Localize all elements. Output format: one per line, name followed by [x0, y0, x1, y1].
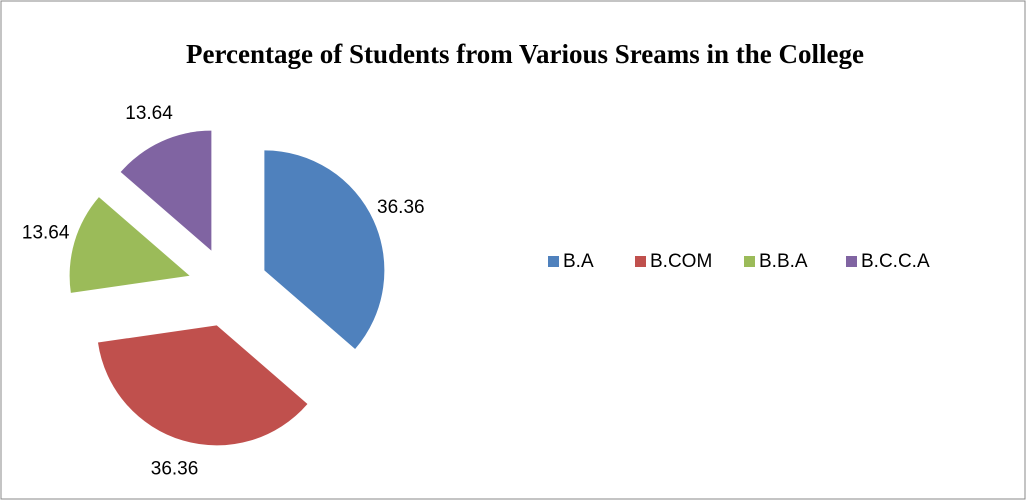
legend-label: B.C.C.A [861, 251, 930, 272]
pie-slice [97, 325, 308, 446]
data-label: 36.36 [151, 458, 199, 479]
legend-swatch [548, 256, 559, 267]
legend-label: B.COM [650, 251, 712, 272]
chart-title: Percentage of Students from Various Srea… [186, 39, 864, 69]
legend-swatch [846, 256, 857, 267]
pie-slice [264, 150, 385, 349]
legend-swatch [635, 256, 646, 267]
legend-label: B.B.A [759, 251, 808, 272]
pie-slice [120, 130, 212, 251]
legend-label: B.A [563, 251, 594, 272]
data-label: 13.64 [22, 223, 70, 244]
data-label: 36.36 [377, 197, 425, 218]
pie-slice [69, 197, 190, 293]
legend-swatch [744, 256, 755, 267]
data-label: 13.64 [125, 103, 173, 124]
